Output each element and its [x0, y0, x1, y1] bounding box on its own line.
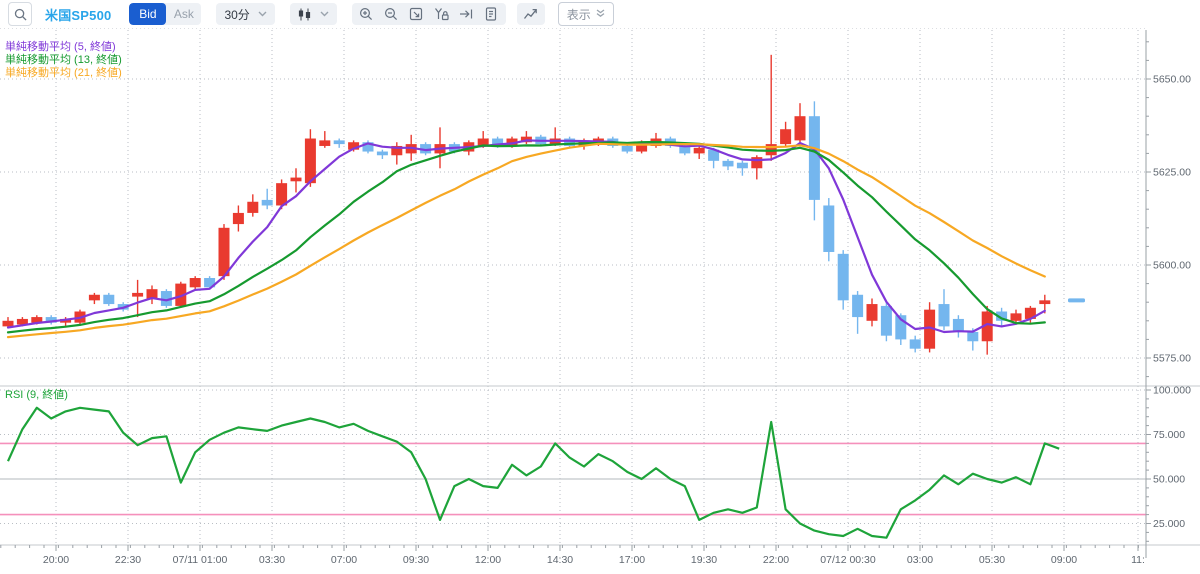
svg-text:25.000: 25.000: [1153, 518, 1185, 530]
svg-text:5575.00: 5575.00: [1153, 353, 1191, 365]
svg-text:22:30: 22:30: [115, 554, 141, 566]
svg-text:100.000: 100.000: [1153, 385, 1191, 397]
y-axis-lock-icon: [434, 7, 449, 21]
interval-value: 30分: [224, 7, 250, 22]
svg-text:07/12 00:30: 07/12 00:30: [820, 554, 876, 566]
display-label: 表示: [566, 7, 591, 22]
toolbar: 米国SP500 Bid Ask 30分: [0, 0, 1200, 28]
last-price-marker: [1068, 298, 1085, 303]
bid-button[interactable]: Bid: [129, 3, 167, 25]
bid-ask-toggle: Bid Ask: [129, 3, 202, 25]
go-to-latest-button[interactable]: [454, 3, 479, 25]
zoom-in-button[interactable]: [354, 3, 379, 25]
svg-text:5650.00: 5650.00: [1153, 74, 1191, 86]
go-to-latest-icon: [459, 7, 473, 21]
candlestick-type-icon: [298, 8, 312, 21]
order-note-icon: [484, 7, 498, 21]
rsi-line: [6, 406, 1060, 539]
gridlines: [0, 27, 1146, 545]
y-axis-lock-button[interactable]: [429, 3, 454, 25]
chevron-down-icon: [320, 11, 329, 17]
candlestick-pane[interactable]: [2, 54, 1086, 355]
svg-text:07:00: 07:00: [331, 554, 357, 566]
ask-button[interactable]: Ask: [173, 7, 194, 21]
svg-text:5625.00: 5625.00: [1153, 167, 1191, 179]
svg-text:07/11 01:00: 07/11 01:00: [173, 554, 228, 566]
fit-screen-button[interactable]: [404, 3, 429, 25]
order-note-button[interactable]: [479, 3, 504, 25]
svg-text:12:00: 12:00: [475, 554, 501, 566]
search-icon: [14, 8, 27, 21]
svg-text:09:30: 09:30: [403, 554, 429, 566]
chart-tools-group: [351, 3, 506, 25]
svg-text:5600.00: 5600.00: [1153, 260, 1191, 272]
overlay-sma21: [6, 142, 1046, 339]
overlay-sma13: [6, 140, 1046, 334]
indicator-button[interactable]: [516, 3, 545, 25]
svg-text:20:00: 20:00: [43, 554, 69, 566]
indicator-icon: [523, 7, 538, 21]
zoom-out-icon: [384, 7, 398, 21]
symbol-name: 米国SP500: [45, 7, 112, 23]
chart-type-select[interactable]: [289, 3, 337, 25]
svg-text:03:30: 03:30: [259, 554, 285, 566]
search-button[interactable]: [8, 2, 32, 26]
svg-text:50.000: 50.000: [1153, 474, 1185, 486]
rsi-pane[interactable]: [6, 406, 1060, 539]
fit-screen-icon: [409, 7, 423, 21]
svg-text:03:00: 03:00: [907, 554, 933, 566]
svg-text:17:00: 17:00: [619, 554, 645, 566]
svg-text:22:00: 22:00: [763, 554, 789, 566]
chevron-down-icon: [258, 11, 267, 17]
svg-text:09:00: 09:00: [1051, 554, 1077, 566]
overlay-sma5: [6, 139, 1046, 334]
time-axis[interactable]: 20:00 22:30 07/11 01:00 03:30 07:00 09:30 12:0…: [0, 545, 1145, 566]
svg-text:05:30: 05:30: [979, 554, 1005, 566]
svg-text:11:: 11:: [1131, 554, 1145, 566]
zoom-in-icon: [359, 7, 373, 21]
price-axis[interactable]: 5575.00 5600.00 5625.00 5650.00 25.000 50.000…: [0, 30, 1200, 558]
svg-text:19:30: 19:30: [691, 554, 717, 566]
svg-text:75.000: 75.000: [1153, 429, 1185, 441]
zoom-out-button[interactable]: [379, 3, 404, 25]
svg-text:14:30: 14:30: [547, 554, 573, 566]
interval-select[interactable]: 30分: [216, 3, 275, 25]
display-button[interactable]: 表示: [557, 2, 614, 26]
double-chevron-down-icon: [596, 7, 605, 21]
